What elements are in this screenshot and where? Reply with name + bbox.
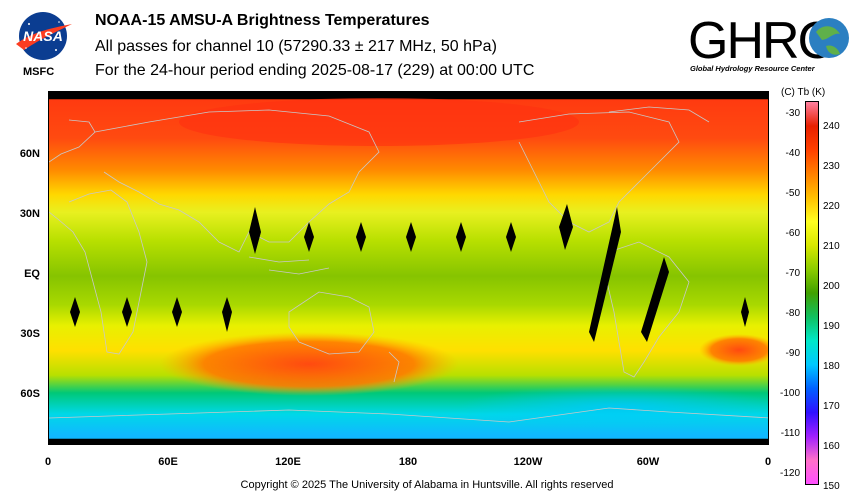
lon-label-120e: 120E [275, 456, 301, 468]
channel-subtitle: All passes for channel 10 (57290.33 ± 21… [95, 38, 497, 55]
lat-label-eq: EQ [24, 268, 40, 280]
colorbar [805, 101, 819, 485]
colorbar-kelvin-tick: 160 [823, 441, 840, 452]
colorbar-celsius-tick: -40 [785, 148, 800, 159]
lon-label-0-east: 0 [764, 456, 772, 468]
colorbar-celsius-tick: -30 [785, 108, 800, 119]
lat-label-60s: 60S [20, 388, 40, 400]
period-subtitle: For the 24-hour period ending 2025-08-17… [95, 62, 535, 79]
colorbar-kelvin-tick: 230 [823, 161, 840, 172]
lon-label-60w: 60W [636, 456, 660, 468]
copyright-footer: Copyright © 2025 The University of Alaba… [240, 479, 614, 491]
colorbar-kelvin-tick: 150 [823, 481, 840, 492]
colorbar-celsius-tick: -90 [785, 348, 800, 359]
lon-label-180: 180 [398, 456, 418, 468]
colorbar-celsius-tick: -50 [785, 188, 800, 199]
coastlines [49, 106, 768, 423]
colorbar-celsius-tick: -80 [785, 308, 800, 319]
ghrc-subtext: Global Hydrology Resource Center [690, 64, 815, 73]
nasa-logo-text: NASA [23, 28, 63, 44]
lon-label-120w: 120W [513, 456, 543, 468]
swath-gaps [70, 204, 749, 342]
colorbar-celsius-tick: -60 [785, 228, 800, 239]
ghrc-logo: GHRC [688, 12, 849, 70]
nasa-logo: NASA [16, 12, 72, 60]
lon-label-0-west: 0 [44, 456, 52, 468]
colorbar-kelvin-tick: 240 [823, 121, 840, 132]
lat-label-30s: 30S [20, 328, 40, 340]
colorbar-kelvin-tick: 200 [823, 281, 840, 292]
lat-label-30n: 30N [19, 208, 40, 220]
page-title: NOAA-15 AMSU-A Brightness Temperatures [95, 12, 430, 29]
lat-label-60n: 60N [19, 148, 40, 160]
msfc-label: MSFC [23, 66, 55, 78]
colorbar-kelvin-tick: 210 [823, 241, 840, 252]
brightness-temperature-map [48, 91, 769, 445]
colorbar-celsius-tick: -110 [780, 428, 800, 439]
colorbar-kelvin-tick: 180 [823, 361, 840, 372]
colorbar-celsius-tick: -70 [785, 268, 800, 279]
lon-label-60e: 60E [158, 456, 178, 468]
colorbar-celsius-tick: -120 [779, 468, 800, 479]
colorbar-celsius-tick: -100 [779, 388, 800, 399]
colorbar-kelvin-tick: 170 [823, 401, 840, 412]
colorbar-units: (C) Tb (K) [781, 87, 826, 98]
colorbar-kelvin-tick: 190 [823, 321, 840, 332]
colorbar-kelvin-tick: 220 [823, 201, 840, 212]
map-canvas [49, 92, 768, 444]
